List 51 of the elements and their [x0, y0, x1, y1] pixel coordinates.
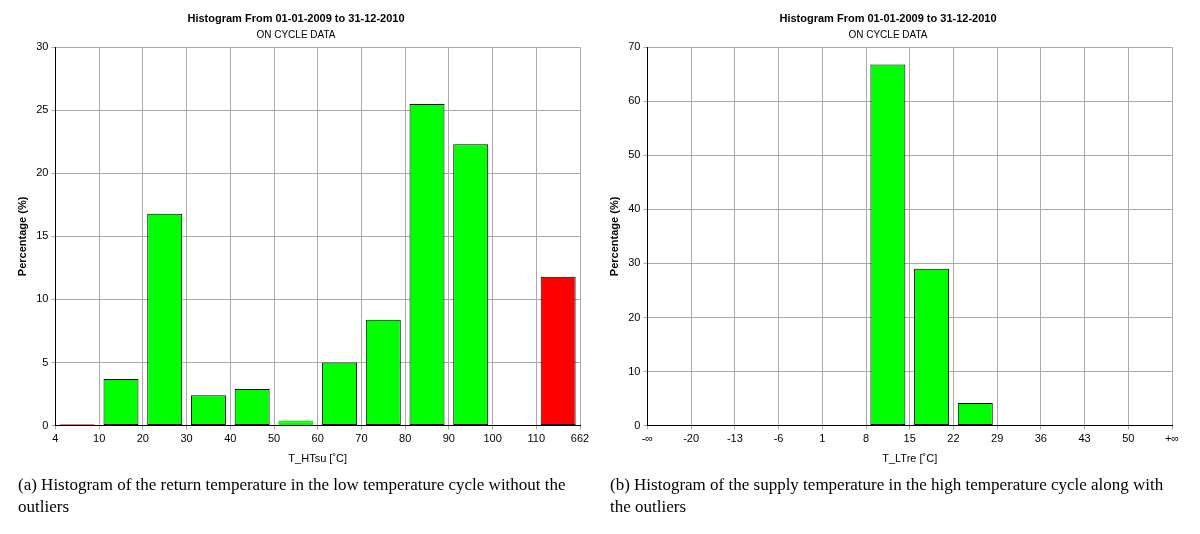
x-tick-label: 80 — [399, 432, 412, 445]
x-tick-label: 22 — [947, 432, 960, 445]
x-tick-label: 100 — [483, 432, 502, 445]
x-tick-label: 662 — [570, 432, 590, 445]
y-tick-label: 0 — [42, 418, 49, 431]
y-tick-label: 30 — [36, 40, 49, 53]
x-tick-label: 90 — [442, 432, 455, 445]
x-tick-label: -∞ — [641, 432, 654, 445]
chart-title: Histogram From 01-01-2009 to 31-12-2010 — [779, 11, 997, 24]
y-axis-title: Percentage (%) — [15, 196, 28, 277]
chart-subtitle: ON CYCLE DATA — [256, 28, 336, 40]
x-tick-label: 50 — [267, 432, 281, 445]
text: (a) Histogram of the return temperature in the low temperature cycle without the outliers — [17, 474, 567, 518]
y-tick-label: 10 — [36, 292, 49, 305]
text: (b) Histogram of the supply temperature in the high temperature cycle along with the outliers — [609, 474, 1165, 518]
x-tick-label: 4 — [52, 432, 59, 445]
x-tick-label: -6 — [773, 432, 784, 445]
y-axis-title: Percentage (%) — [607, 196, 620, 277]
y-tick-label: 25 — [36, 103, 49, 116]
chart-title: Histogram From 01-01-2009 to 31-12-2010 — [187, 11, 405, 24]
x-tick-label: 60 — [311, 432, 324, 445]
y-tick-label: 50 — [628, 148, 641, 161]
x-tick-label: 70 — [355, 432, 368, 445]
y-tick-label: 5 — [42, 355, 49, 368]
x-axis-title: T_LTre [˚C] — [882, 452, 938, 465]
x-tick-label: -13 — [726, 432, 743, 445]
x-tick-label: 20 — [136, 432, 149, 445]
x-tick-label: 110 — [527, 432, 546, 445]
x-tick-label: -20 — [683, 432, 700, 445]
y-tick-label: 60 — [628, 94, 641, 107]
x-tick-label: 1 — [819, 432, 826, 445]
y-tick-label: 20 — [36, 166, 49, 179]
x-axis-title: T_HTsu [˚C] — [288, 452, 348, 465]
y-tick-label: 40 — [628, 202, 641, 215]
x-tick-label: 30 — [180, 432, 193, 445]
x-tick-label: 8 — [862, 432, 870, 445]
x-tick-label: 43 — [1078, 432, 1091, 445]
y-tick-label: 70 — [628, 40, 641, 53]
x-tick-label: 29 — [991, 432, 1004, 445]
y-tick-label: 0 — [634, 418, 641, 431]
y-tick-label: 10 — [628, 364, 641, 377]
x-tick-label: +∞ — [1164, 432, 1180, 445]
chart-subtitle: ON CYCLE DATA — [848, 28, 928, 40]
x-tick-label: 15 — [903, 432, 916, 445]
y-tick-label: 15 — [36, 229, 49, 242]
y-tick-label: 20 — [628, 310, 641, 323]
x-tick-label: 40 — [224, 432, 237, 445]
x-tick-label: 10 — [93, 432, 106, 445]
x-tick-label: 36 — [1034, 432, 1047, 445]
x-tick-label: 50 — [1122, 432, 1135, 445]
y-tick-label: 30 — [628, 256, 641, 269]
